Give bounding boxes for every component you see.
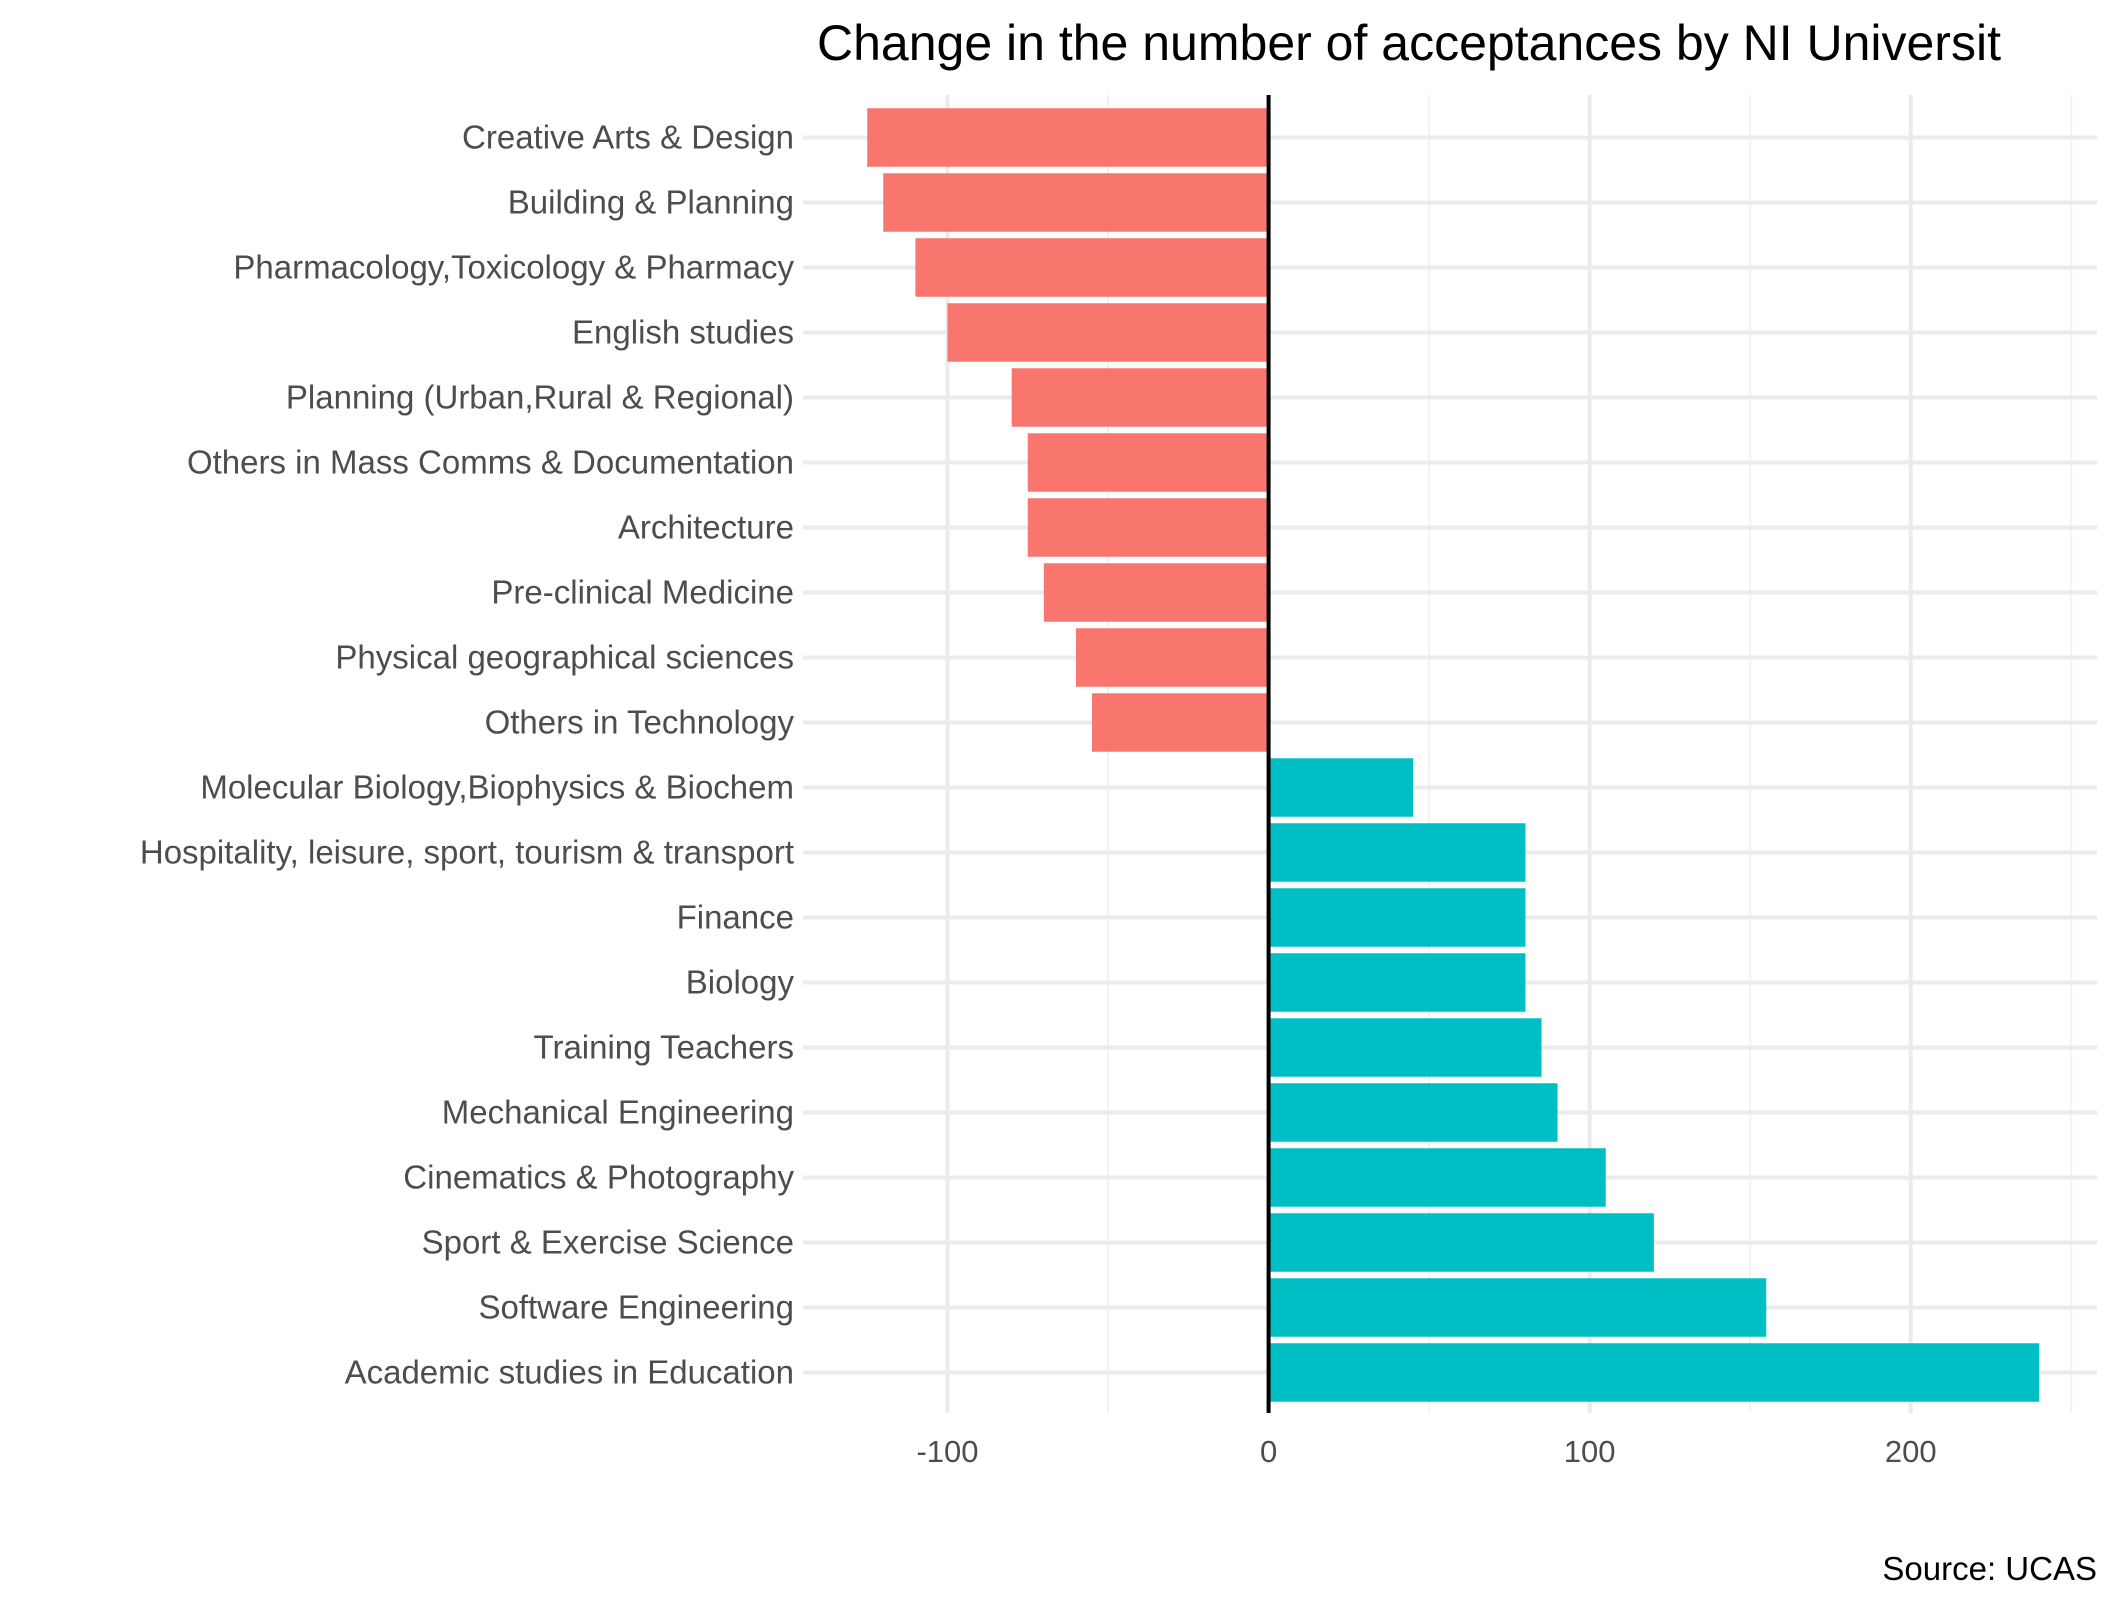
category-label: Training Teachers (534, 1029, 794, 1066)
category-label: Biology (686, 964, 795, 1001)
bar (883, 173, 1269, 232)
bar (867, 108, 1269, 167)
category-label: Mechanical Engineering (442, 1094, 794, 1131)
category-label: Physical geographical sciences (335, 639, 794, 676)
category-label: Building & Planning (508, 184, 794, 221)
bar (1268, 1278, 1767, 1337)
bar (1091, 693, 1269, 752)
category-label: Sport & Exercise Science (422, 1224, 794, 1261)
x-tick-label: 200 (1885, 1434, 1937, 1469)
category-label: Finance (677, 899, 794, 936)
category-label: Hospitality, leisure, sport, tourism & t… (140, 834, 794, 871)
category-label: Others in Mass Comms & Documentation (187, 444, 794, 481)
bar (1268, 1343, 2040, 1402)
bar (1268, 758, 1414, 817)
bar (947, 303, 1269, 362)
category-label: Creative Arts & Design (462, 119, 794, 156)
category-label: Software Engineering (478, 1289, 794, 1326)
x-tick-label: 0 (1260, 1434, 1277, 1469)
category-label: Pharmacology,Toxicology & Pharmacy (233, 249, 794, 286)
category-label: Planning (Urban,Rural & Regional) (286, 379, 794, 416)
x-tick-label: -100 (916, 1434, 978, 1469)
bar (1268, 1148, 1606, 1207)
bar (915, 238, 1269, 297)
chart-caption: Source: UCAS (1882, 1550, 2097, 1587)
x-tick-label: 100 (1564, 1434, 1616, 1469)
category-labels: Creative Arts & Design Building & Plannin… (140, 119, 795, 1391)
category-label: Pre-clinical Medicine (491, 574, 794, 611)
bar (1075, 628, 1269, 687)
bars (867, 108, 2040, 1402)
category-label: English studies (572, 314, 794, 351)
bar (1027, 433, 1269, 492)
category-label: Others in Technology (485, 704, 795, 741)
bar (1268, 823, 1526, 882)
category-label: Architecture (618, 509, 794, 546)
x-tick-labels: -100 0 100 200 (916, 1434, 1936, 1469)
chart-title: Change in the number of acceptances by N… (817, 15, 2001, 71)
bar (1268, 888, 1526, 947)
bar (1043, 563, 1269, 622)
category-label: Academic studies in Education (345, 1354, 794, 1391)
bar (1268, 1083, 1558, 1142)
bar (1268, 1213, 1654, 1272)
bar (1011, 368, 1269, 427)
bar (1027, 498, 1269, 557)
category-label: Molecular Biology,Biophysics & Biochem (200, 769, 794, 806)
category-label: Cinematics & Photography (403, 1159, 794, 1196)
bar (1268, 953, 1526, 1012)
bar (1268, 1018, 1542, 1077)
